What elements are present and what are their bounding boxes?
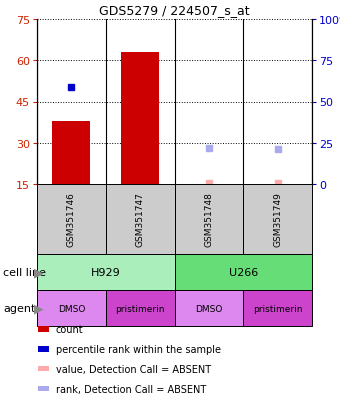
Text: GSM351749: GSM351749 xyxy=(273,192,282,247)
Text: pristimerin: pristimerin xyxy=(253,304,302,313)
Bar xyxy=(38,386,49,392)
Text: value, Detection Call = ABSENT: value, Detection Call = ABSENT xyxy=(56,364,211,374)
Text: GSM351746: GSM351746 xyxy=(67,192,76,247)
Text: percentile rank within the sample: percentile rank within the sample xyxy=(56,344,221,354)
Title: GDS5279 / 224507_s_at: GDS5279 / 224507_s_at xyxy=(99,5,250,17)
Text: GSM351747: GSM351747 xyxy=(136,192,144,247)
Bar xyxy=(174,290,243,326)
Bar xyxy=(37,290,106,326)
Text: count: count xyxy=(56,324,83,334)
Text: GSM351748: GSM351748 xyxy=(204,192,214,247)
Text: U266: U266 xyxy=(228,267,258,277)
Bar xyxy=(37,254,174,290)
Bar xyxy=(106,185,174,254)
Bar xyxy=(243,290,312,326)
Bar xyxy=(38,327,49,332)
Bar xyxy=(38,347,49,352)
Text: DMSO: DMSO xyxy=(195,304,223,313)
Text: rank, Detection Call = ABSENT: rank, Detection Call = ABSENT xyxy=(56,384,206,394)
Text: H929: H929 xyxy=(91,267,121,277)
Bar xyxy=(38,366,49,372)
Text: ▶: ▶ xyxy=(34,266,44,279)
Bar xyxy=(106,290,174,326)
Text: pristimerin: pristimerin xyxy=(115,304,165,313)
Bar xyxy=(121,53,159,185)
Text: ▶: ▶ xyxy=(34,302,44,315)
Text: DMSO: DMSO xyxy=(58,304,85,313)
Bar xyxy=(243,185,312,254)
Text: agent: agent xyxy=(3,303,36,313)
Bar xyxy=(174,254,312,290)
Bar xyxy=(174,185,243,254)
Bar xyxy=(52,121,90,185)
Text: cell line: cell line xyxy=(3,267,46,277)
Bar xyxy=(37,185,106,254)
